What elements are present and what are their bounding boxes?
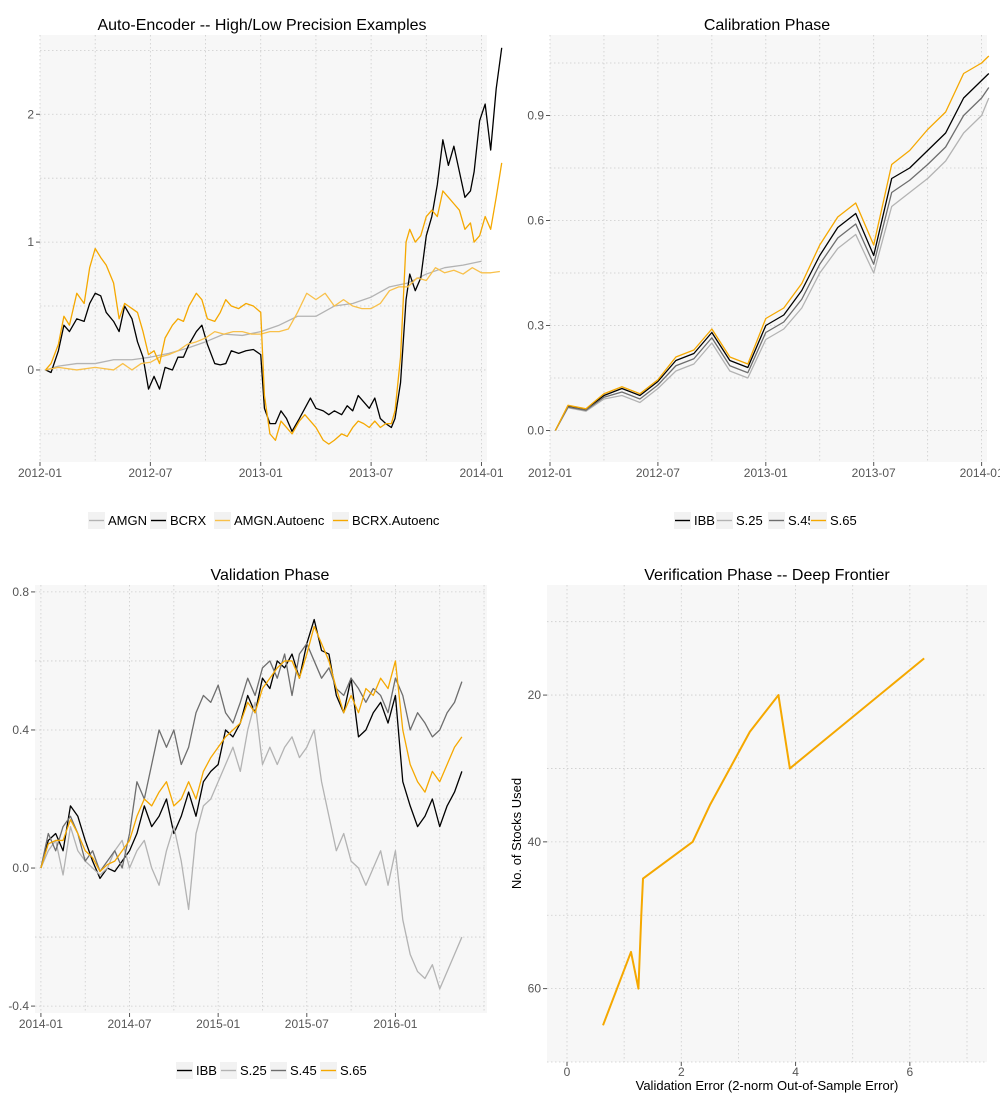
y-tick-label: 0.4 (12, 723, 29, 737)
gridlines (549, 35, 987, 462)
x-tick-label: 2012-01 (18, 466, 62, 480)
x-tick-label: 6 (907, 1065, 914, 1079)
x-tick-label: 2013-01 (239, 466, 283, 480)
series-line-ibb (554, 73, 990, 431)
series-line-deep-frontier (602, 657, 925, 1026)
y-tick-label: 1 (27, 235, 34, 249)
chart-title: Auto-Encoder -- High/Low Precision Examp… (97, 17, 426, 34)
y-tick-label: 0.6 (527, 214, 544, 228)
x-tick-label: 2013-07 (852, 466, 896, 480)
series-line-s-65 (40, 625, 463, 873)
x-tick-label: 0 (564, 1065, 571, 1079)
series-line-bcrx-autoenc (45, 162, 503, 445)
panel-background (550, 35, 987, 462)
legend-label: S.65 (340, 1063, 367, 1078)
y-tick-label: 40 (528, 835, 542, 849)
chart-panel-1: 2012-01 2012-07 2013-01 2013-07 2014-01 0 1 2 Au… (18, 17, 504, 529)
series-line-s-45 (40, 643, 463, 873)
series-line-s-25 (554, 97, 990, 431)
y-tick-label: 2 (27, 107, 34, 121)
x-tick-label: 2012-07 (128, 466, 172, 480)
legend: IBB S.25 S.45 S.65 (674, 512, 857, 529)
legend-label: AMGN (108, 513, 147, 528)
chart-panel-3: 2014-01 2014-07 2015-01 2015-07 2016-01 -0.4 0… (8, 567, 487, 1079)
panel-background (547, 585, 987, 1062)
y-tick-label: 0.9 (527, 109, 544, 123)
legend-label: S.45 (290, 1063, 317, 1078)
series-line-ibb (40, 618, 463, 880)
gridlines (39, 35, 487, 462)
legend-label: S.45 (788, 513, 815, 528)
series-line-s-45 (554, 87, 990, 431)
x-tick-label: 2012-01 (528, 466, 572, 480)
x-tick-label: 2015-07 (285, 1017, 329, 1031)
x-tick-label: 4 (792, 1065, 799, 1079)
chart-title: Calibration Phase (704, 17, 830, 34)
y-tick-label: 60 (528, 982, 542, 996)
legend: IBB S.25 S.45 S.65 (176, 1062, 367, 1079)
chart-title: Verification Phase -- Deep Frontier (644, 567, 890, 584)
x-tick-label: 2014-01 (19, 1017, 63, 1031)
x-tick-label: 2012-07 (636, 466, 680, 480)
chart-panel-4: 0 2 4 6 20 40 60 Verification Phase -- Deep Fro… (509, 567, 987, 1093)
x-tick-label: 2014-01 (459, 466, 503, 480)
y-tick-label: 20 (528, 688, 542, 702)
y-tick-label: 0.0 (12, 861, 29, 875)
y-tick-label: -0.4 (8, 999, 29, 1013)
x-tick-label: 2013-07 (349, 466, 393, 480)
legend-label: S.25 (736, 513, 763, 528)
y-tick-label: 0.3 (527, 319, 544, 333)
legend-label: S.25 (240, 1063, 267, 1078)
series-line-bcrx (45, 47, 503, 432)
y-tick-label: 0.8 (12, 585, 29, 599)
y-tick-label: 0 (27, 363, 34, 377)
legend-label: AMGN.Autoenc (234, 513, 325, 528)
y-axis-label: No. of Stocks Used (509, 778, 524, 889)
legend-label: BCRX.Autoenc (352, 513, 440, 528)
legend: AMGN BCRX AMGN.Autoenc BCRX.Autoenc (88, 512, 440, 529)
legend-label: S.65 (830, 513, 857, 528)
x-tick-label: 2014-01 (960, 466, 1000, 480)
x-tick-label: 2013-01 (744, 466, 788, 480)
gridlines (35, 585, 487, 1013)
x-axis-label: Validation Error (2-norm Out-of-Sample E… (636, 1078, 899, 1093)
x-tick-label: 2014-07 (108, 1017, 152, 1031)
x-tick-label: 2 (678, 1065, 685, 1079)
x-tick-label: 2016-01 (373, 1017, 417, 1031)
series-line-s-65 (554, 55, 990, 431)
y-tick-label: 0.0 (527, 424, 544, 438)
gridlines (547, 585, 987, 1063)
x-tick-label: 2015-01 (196, 1017, 240, 1031)
chart-panel-2: 2012-01 2012-07 2013-01 2013-07 2014-01 0.0 0.… (527, 17, 1000, 529)
chart-title: Validation Phase (211, 567, 330, 584)
series-line-amgn-autoenc (45, 267, 500, 371)
legend-label: IBB (196, 1063, 217, 1078)
legend-label: IBB (694, 513, 715, 528)
legend-label: BCRX (170, 513, 206, 528)
series-line-s-25 (40, 701, 463, 990)
